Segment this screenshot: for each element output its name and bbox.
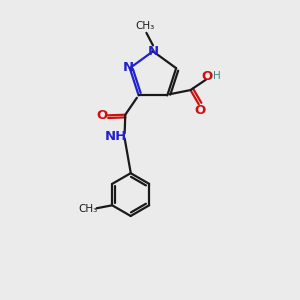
Text: NH: NH <box>105 130 127 143</box>
Text: O: O <box>202 70 213 83</box>
Text: O: O <box>97 109 108 122</box>
Text: CH₃: CH₃ <box>135 21 154 32</box>
Text: N: N <box>123 61 134 74</box>
Text: CH₃: CH₃ <box>78 204 98 214</box>
Text: O: O <box>194 104 206 117</box>
Text: H: H <box>213 71 221 81</box>
Text: N: N <box>147 45 158 58</box>
